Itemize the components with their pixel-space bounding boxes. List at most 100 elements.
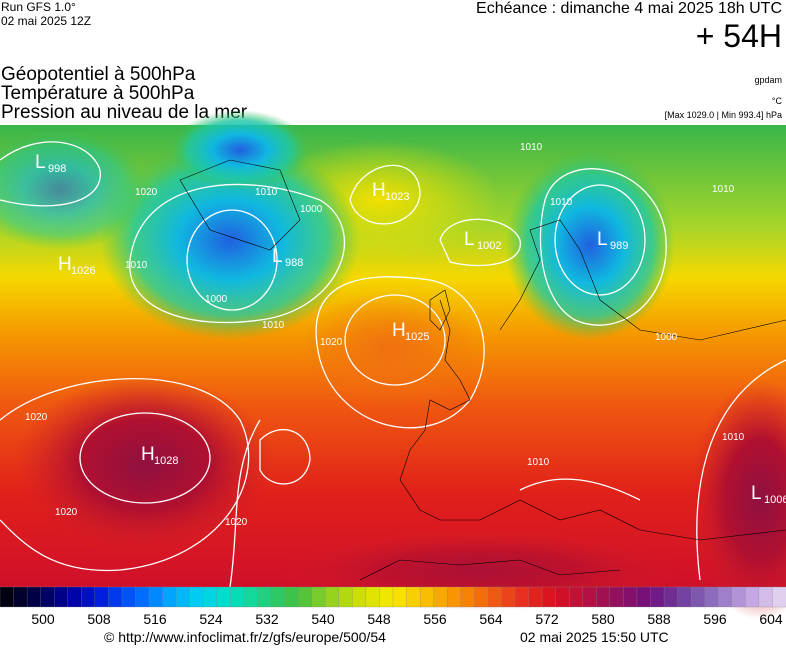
scale-swatch xyxy=(338,586,353,608)
isobar-label: 1000 xyxy=(205,294,228,305)
center-value: 1023 xyxy=(385,191,409,203)
scale-tick-label: 548 xyxy=(367,611,391,627)
scale-swatch xyxy=(270,586,286,608)
scale-swatch xyxy=(81,586,96,608)
scale-swatch xyxy=(379,586,394,608)
scale-swatch xyxy=(406,586,421,608)
field: Géopotentiel à 500hPa xyxy=(1,64,196,85)
center-value: 988 xyxy=(285,257,303,269)
scale-swatch xyxy=(663,586,679,608)
field-shade xyxy=(505,150,675,340)
scale-swatch xyxy=(704,586,719,608)
isobar-label: 1010 xyxy=(255,187,278,198)
scale-swatch xyxy=(582,586,597,608)
center-letter: L xyxy=(751,483,762,504)
isobars xyxy=(0,141,786,588)
center-value: 1025 xyxy=(405,331,429,343)
scale-swatch xyxy=(352,586,367,608)
scale-swatch xyxy=(447,586,462,608)
scale-swatch xyxy=(745,586,760,608)
field-shade xyxy=(170,110,310,190)
scale-swatch xyxy=(474,586,489,608)
isobar-label: 1010 xyxy=(550,197,573,208)
scale-swatch xyxy=(514,586,530,608)
scale-swatch xyxy=(501,586,516,608)
scale-swatch xyxy=(0,586,15,608)
coastlines xyxy=(179,159,786,581)
center-value: 1026 xyxy=(71,265,95,277)
scale-swatch xyxy=(718,586,733,608)
scale-swatch xyxy=(731,586,746,608)
scale-tick-label: 540 xyxy=(311,611,335,627)
scale-tick-label: 508 xyxy=(87,611,111,627)
scale-tick-label: 564 xyxy=(479,611,503,627)
center-value: 1006 xyxy=(764,494,786,506)
scale-tick-label: 524 xyxy=(199,611,223,627)
source-url: © http://www.infoclimat.fr/z/gfs/europe/… xyxy=(104,629,386,645)
scale-swatch xyxy=(365,586,381,608)
unit: [Max 1029.0 | Min 993.4] hPa xyxy=(664,110,782,120)
isobar-label: 1020 xyxy=(135,187,158,198)
run: Run GFS 1.0° xyxy=(1,0,76,14)
scale-swatch xyxy=(189,586,204,608)
isobar-label: 1020 xyxy=(55,507,78,518)
scale-tick-label: 532 xyxy=(255,611,279,627)
scale-swatch xyxy=(460,586,475,608)
scale-swatch xyxy=(433,586,448,608)
scale-tick-label: 500 xyxy=(31,611,55,627)
run-date: 02 mai 2025 12Z xyxy=(1,14,92,28)
isobar-label: 1010 xyxy=(722,432,745,443)
scale-swatch xyxy=(541,586,557,608)
scale-swatch xyxy=(772,586,786,608)
center-value: 998 xyxy=(48,163,66,175)
center-letter: H xyxy=(392,320,406,341)
scale-swatch xyxy=(230,586,245,608)
scale-swatch xyxy=(636,586,652,608)
center-letter: L xyxy=(597,229,608,250)
scale-swatch xyxy=(67,586,82,608)
echeance: Echéance : dimanche 4 mai 2025 18h UTC xyxy=(476,0,782,17)
scale-swatch xyxy=(555,586,570,608)
center-letter: L xyxy=(35,152,46,173)
isobar-label: 1010 xyxy=(712,184,735,195)
scale-swatch xyxy=(758,586,774,608)
scale-swatch xyxy=(176,586,191,608)
scale-swatch xyxy=(54,586,69,608)
scale-swatch xyxy=(40,586,55,608)
field-shade xyxy=(0,130,150,250)
lead-time: + 54H xyxy=(695,18,782,54)
scale-swatch xyxy=(243,586,259,608)
scale-swatch xyxy=(135,586,150,608)
field-shade xyxy=(100,140,360,340)
field-shade xyxy=(690,380,786,620)
unit: °C xyxy=(771,96,782,106)
center-value: 989 xyxy=(610,240,628,252)
scale-swatch xyxy=(325,586,340,608)
center-letter: H xyxy=(58,254,72,275)
isobar-label: 1010 xyxy=(527,457,550,468)
scale-swatch xyxy=(121,586,137,608)
field-shade xyxy=(300,290,480,410)
scale-swatch xyxy=(162,586,177,608)
scale-tick-label: 556 xyxy=(423,611,447,627)
center-letter: L xyxy=(464,229,475,250)
center-letter: H xyxy=(372,180,386,201)
scale-swatch xyxy=(257,586,272,608)
scale-swatch xyxy=(148,586,164,608)
scale-swatch xyxy=(297,586,313,608)
center-value: 1002 xyxy=(477,240,501,252)
isobar-label: 1000 xyxy=(300,204,323,215)
color-scale: 500 508 516 524 532 540 548 556 564 572 580 588 596 6… xyxy=(0,586,786,627)
field-shade xyxy=(15,375,275,555)
isobar-label: 1000 xyxy=(655,332,678,343)
scale-swatch xyxy=(569,586,584,608)
isobar-label: 1010 xyxy=(125,260,148,271)
scale-swatch xyxy=(13,586,28,608)
unit: gpdam xyxy=(754,75,782,85)
isobar-label: 1010 xyxy=(262,320,285,331)
field: Température à 500hPa xyxy=(1,83,195,104)
scale-swatch xyxy=(203,586,218,608)
scale-tick-label: 588 xyxy=(647,611,671,627)
